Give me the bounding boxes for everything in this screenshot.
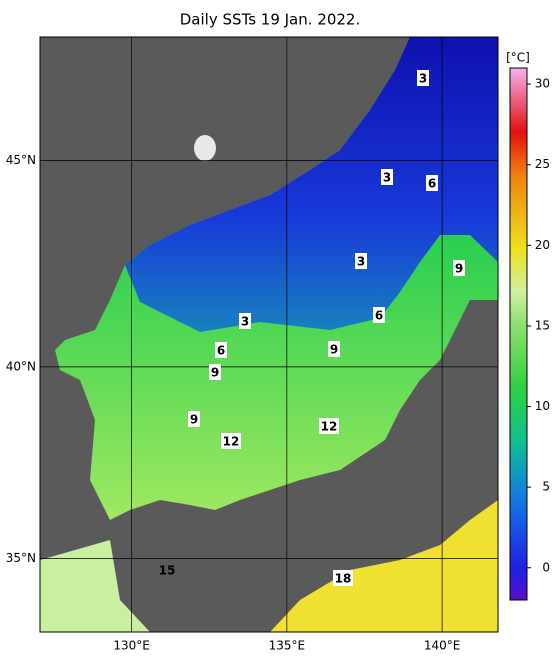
contour-label: 18 bbox=[335, 572, 352, 586]
contour-label-box bbox=[209, 364, 221, 380]
contour-label: 12 bbox=[223, 435, 240, 449]
contour-label-box bbox=[333, 570, 353, 586]
sea-south-west bbox=[40, 540, 150, 632]
colorbar-tick-label: 25 bbox=[535, 157, 550, 171]
contour-label: 12 bbox=[321, 420, 338, 434]
colorbar-tick-label: 30 bbox=[535, 77, 550, 91]
contour-label: 9 bbox=[211, 366, 219, 380]
colorbar-tick-label: 20 bbox=[535, 238, 550, 252]
colorbar bbox=[509, 67, 528, 601]
contour-label: 9 bbox=[330, 343, 338, 357]
colorbar-tick-label: 5 bbox=[542, 480, 550, 494]
contour-label: 15 bbox=[159, 564, 176, 578]
lon-tick-label: 140°E bbox=[424, 639, 461, 653]
contour-label: 3 bbox=[419, 72, 427, 86]
contour-label-box bbox=[215, 342, 227, 358]
sea-pacific bbox=[270, 500, 498, 632]
contour-label-box bbox=[319, 418, 339, 434]
lon-tick-label: 135°E bbox=[269, 639, 306, 653]
contour-label: 9 bbox=[455, 262, 463, 276]
contour-label-box bbox=[221, 433, 241, 449]
lon-tick-label: 130°E bbox=[113, 639, 150, 653]
map bbox=[39, 36, 499, 633]
contour-label: 9 bbox=[190, 413, 198, 427]
contour-label-box bbox=[239, 313, 251, 329]
contour-label: 6 bbox=[428, 177, 436, 191]
contour-label: 6 bbox=[217, 344, 225, 358]
land-southwest-japan bbox=[150, 520, 360, 632]
colorbar-tick-label: 15 bbox=[535, 318, 550, 332]
island bbox=[194, 135, 216, 161]
contour-label: 3 bbox=[241, 315, 249, 329]
contour-label: 3 bbox=[383, 171, 391, 185]
contour-label-box bbox=[426, 175, 438, 191]
lat-tick-label: 35°N bbox=[6, 551, 36, 565]
contour-label: 6 bbox=[375, 309, 383, 323]
contour-label-box bbox=[453, 260, 465, 276]
contour-label-box bbox=[373, 307, 385, 323]
contour-label-box bbox=[417, 70, 429, 86]
colorbar-unit: [°C] bbox=[506, 51, 530, 65]
cold-water bbox=[125, 37, 498, 332]
lat-tick-label: 45°N bbox=[6, 153, 36, 167]
contour-label-box bbox=[381, 169, 393, 185]
map-frame bbox=[39, 36, 499, 633]
title: Daily SSTs 19 Jan. 2022. bbox=[180, 11, 360, 29]
colorbar-tick-label: 10 bbox=[535, 399, 550, 413]
lat-tick-label: 40°N bbox=[6, 359, 36, 373]
colorbar-tick-label: 0 bbox=[542, 560, 550, 574]
contour-label-box bbox=[355, 253, 367, 269]
contour-label: 3 bbox=[357, 255, 365, 269]
contour-label-box bbox=[188, 411, 200, 427]
contour-label-box bbox=[328, 341, 340, 357]
